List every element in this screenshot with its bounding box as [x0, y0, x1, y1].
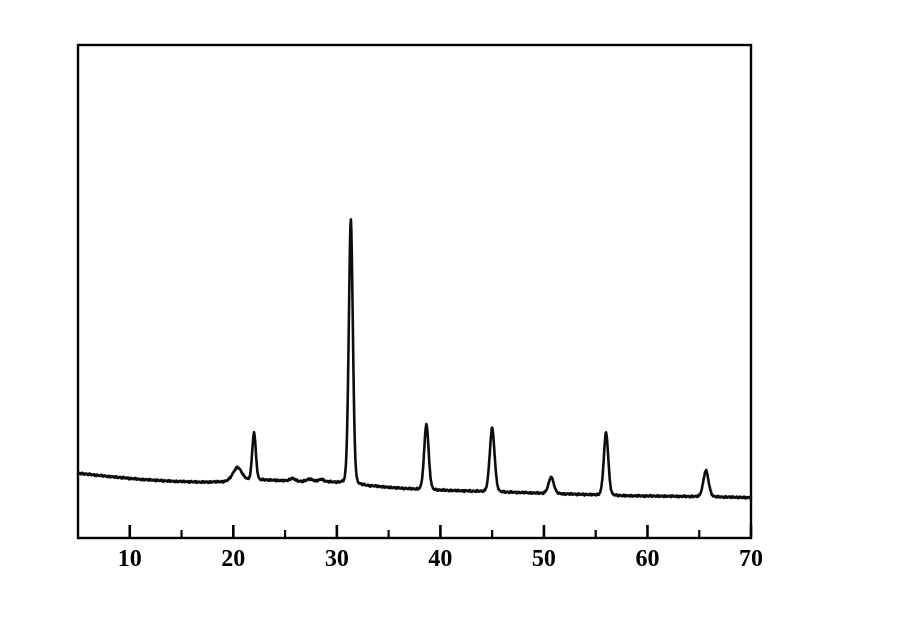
x-tick-label: 70: [739, 546, 763, 572]
x-tick-label: 10: [118, 546, 142, 572]
xrd-trace: [76, 218, 753, 500]
x-tick-label: 30: [325, 546, 349, 572]
x-tick-label: 20: [221, 546, 245, 572]
x-tick-label: 60: [635, 546, 659, 572]
x-tick-label: 50: [532, 546, 556, 572]
plot-border: [76, 43, 753, 540]
x-tick-label: 40: [428, 546, 452, 572]
